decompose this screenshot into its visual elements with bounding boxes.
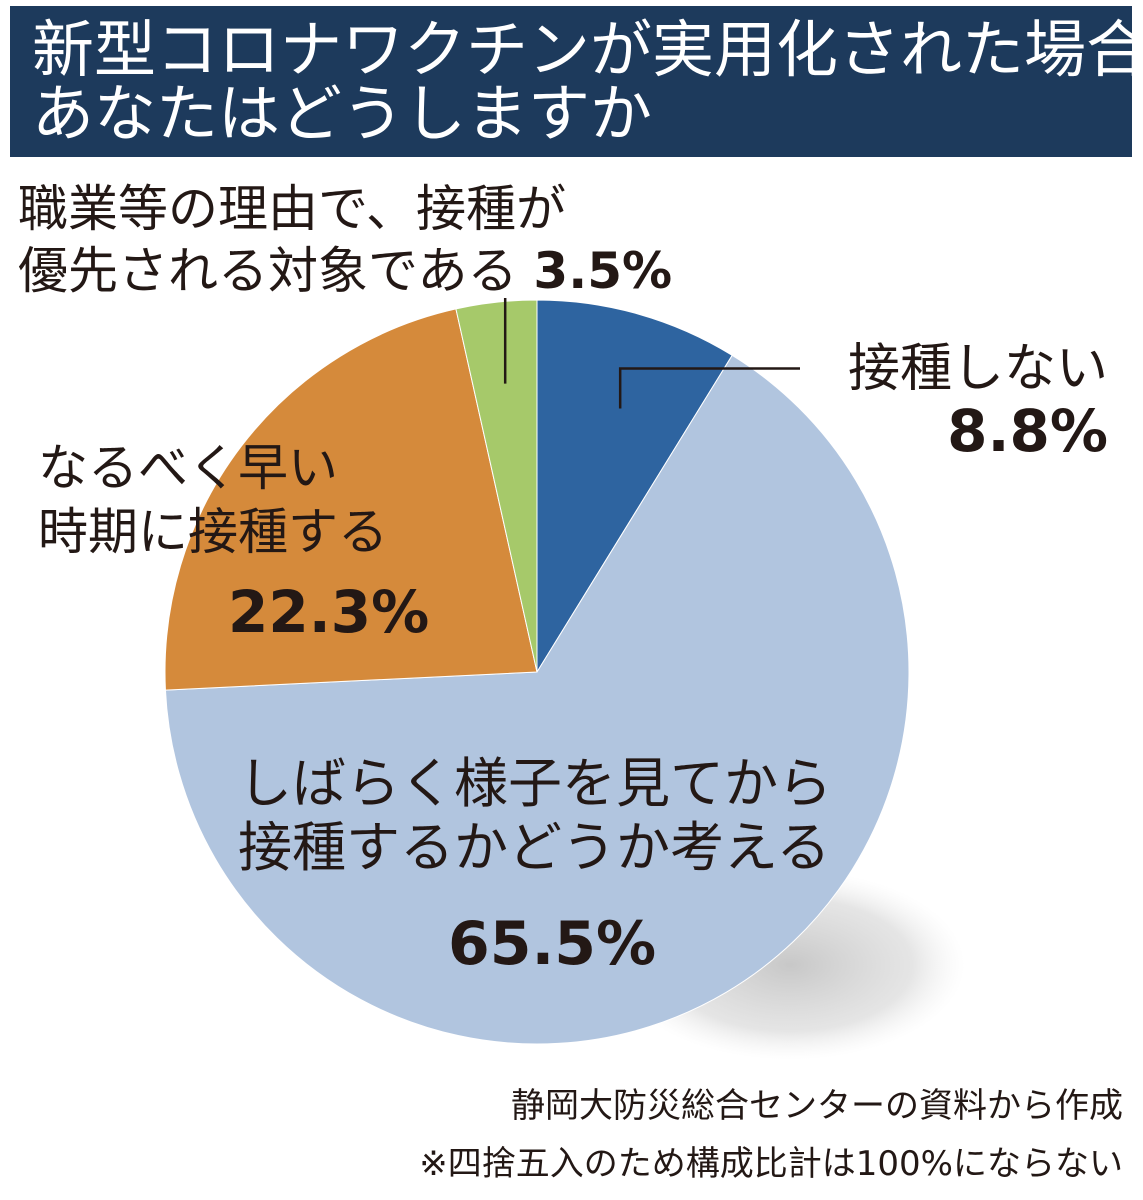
chart-title-line-1: 新型コロナワクチンが実用化された場合 — [32, 13, 1143, 86]
label-wait: しばらく様子を見てから 接種するかどうか考える — [238, 752, 832, 880]
label-early-line-1: なるべく早い — [38, 439, 338, 497]
label-early: なるべく早い 時期に接種する — [38, 436, 388, 564]
label-priority-line-2: 優先される対象である 3.5% — [18, 242, 673, 300]
rounding-note: ※四捨五入のため構成比計は100%にならない — [419, 1144, 1123, 1184]
label-wait-line-2: 接種するかどうか考える — [238, 816, 831, 879]
label-no-vaccine-value: 8.8% — [947, 397, 1108, 465]
label-priority-line-1: 職業等の理由で、接種が — [18, 180, 566, 238]
label-priority: 職業等の理由で、接種が 優先される対象である 3.5% — [18, 178, 672, 302]
leader-line-no-vaccine — [618, 367, 800, 409]
slice-priority — [455, 299, 538, 673]
slice-no-vaccine — [536, 299, 733, 674]
title-banner: 新型コロナワクチンが実用化された場合 あなたはどうしますか — [10, 6, 1143, 157]
label-priority-value: 3.5% — [533, 242, 673, 300]
label-no-vaccine-text: 接種しない — [847, 339, 1108, 399]
label-early-line-2: 時期に接種する — [38, 503, 388, 561]
label-wait-value: 65.5% — [448, 909, 657, 979]
chart-title-line-2: あなたはどうしますか — [32, 77, 653, 150]
label-no-vaccine: 接種しない 8.8% — [818, 338, 1108, 462]
label-early-value: 22.3% — [228, 578, 430, 646]
slice-early — [164, 308, 538, 691]
source-note: 静岡大防災総合センターの資料から作成 — [511, 1086, 1123, 1126]
label-wait-line-1: しばらく様子を見てから — [238, 752, 832, 815]
slice-wait-and-see — [164, 354, 910, 1045]
